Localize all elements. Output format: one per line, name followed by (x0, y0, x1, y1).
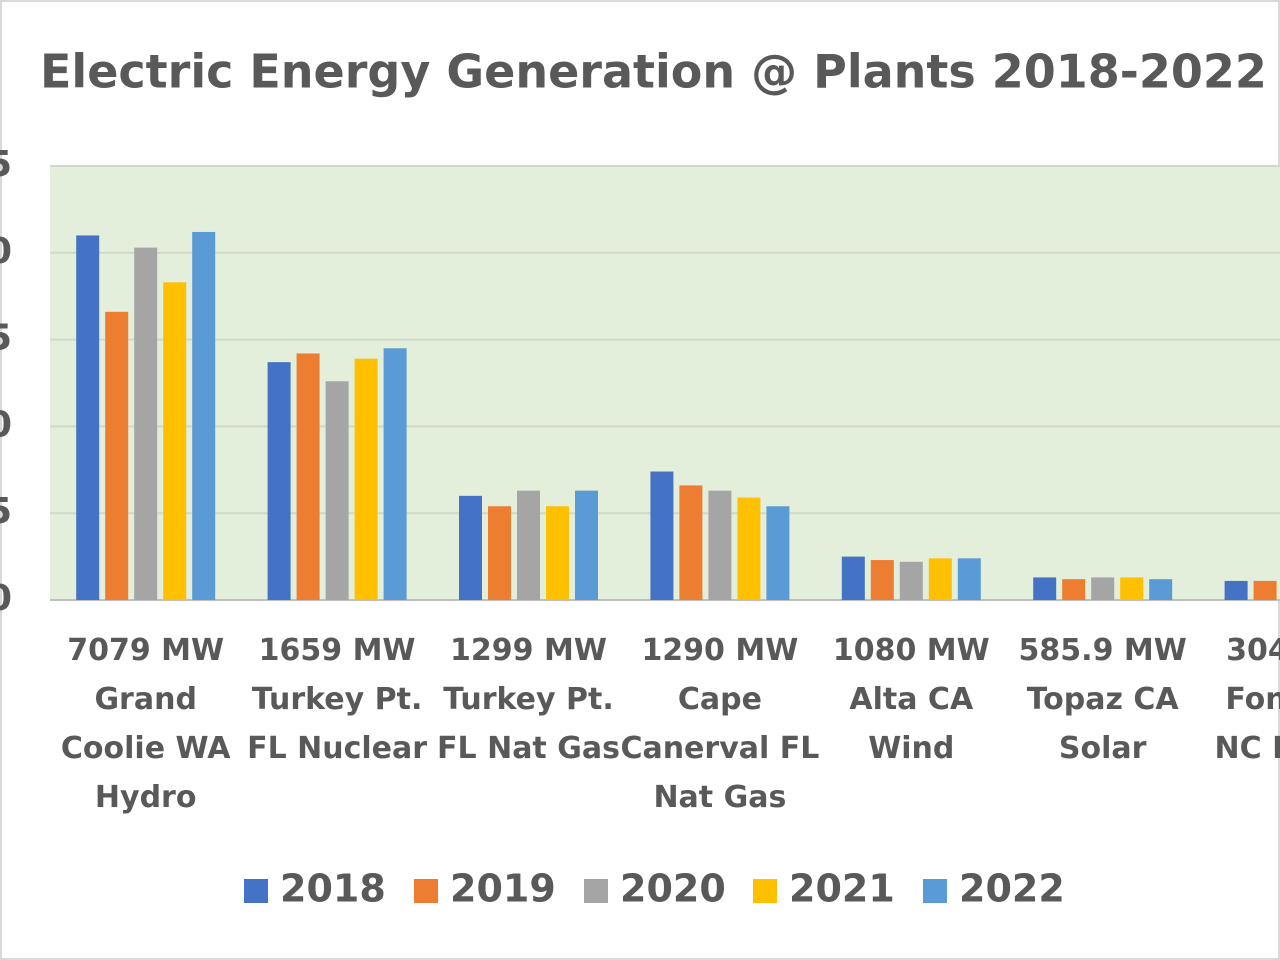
y-tick-label: 15 (0, 318, 12, 359)
bar (192, 231, 216, 600)
bar (679, 485, 703, 600)
bar (354, 358, 378, 600)
bar (517, 490, 540, 600)
bar (1120, 577, 1144, 600)
x-tick-label: 1659 MW Turkey Pt. FL Nuclear (247, 633, 428, 766)
legend-swatch (244, 879, 268, 903)
bar (76, 235, 100, 600)
x-tick-label: 1290 MW Cape Canerval FL Nat Gas (620, 633, 820, 815)
bar (459, 495, 482, 600)
y-tick-label: 10 (0, 404, 12, 445)
y-tick-label: 25 (0, 144, 12, 185)
bar (766, 506, 790, 600)
y-tick-label: 20 (0, 231, 12, 272)
bar (650, 471, 674, 600)
bar (1224, 580, 1248, 600)
bar (1149, 579, 1173, 600)
bar (737, 497, 761, 600)
legend-label: 2018 (280, 867, 386, 911)
legend-swatch (584, 879, 608, 903)
bar (928, 558, 952, 600)
bar (957, 558, 981, 600)
y-tick-label: 5 (0, 491, 12, 532)
bar (325, 381, 349, 600)
bar (383, 348, 407, 600)
bar (1091, 577, 1115, 600)
bar (1033, 577, 1057, 600)
x-tick-label: 304 MW Fontana NC Hydro (1214, 633, 1280, 766)
legend-swatch (923, 879, 947, 903)
x-tick-label: 1080 MW Alta CA Wind (832, 633, 990, 766)
bar (134, 247, 158, 601)
legend-label: 2022 (959, 867, 1065, 911)
x-tick-label: 7079 MW Grand Coolie WA Hydro (60, 633, 231, 815)
bar (575, 490, 598, 600)
legend-label: 2020 (620, 867, 726, 911)
legend-swatch (753, 879, 777, 903)
y-tick-label: 0 (0, 578, 12, 619)
bar (708, 490, 732, 600)
bar (296, 353, 320, 600)
x-tick-label: 1299 MW Turkey Pt. FL Nat Gas (437, 633, 620, 766)
bar (841, 556, 865, 600)
x-tick-label: 585.9 MW Topaz CA Solar (1018, 633, 1187, 766)
bar (1253, 580, 1277, 600)
bar (267, 362, 291, 600)
bar (488, 506, 511, 600)
bar (163, 282, 187, 600)
bar (899, 561, 923, 600)
bar (1062, 579, 1086, 600)
chart-title: Electric Energy Generation @ Plants 2018… (40, 45, 1267, 99)
bar (870, 560, 894, 600)
bar (105, 311, 129, 600)
bar (546, 506, 569, 600)
legend-label: 2021 (789, 867, 895, 911)
legend-label: 2019 (450, 867, 556, 911)
legend-swatch (414, 879, 438, 903)
